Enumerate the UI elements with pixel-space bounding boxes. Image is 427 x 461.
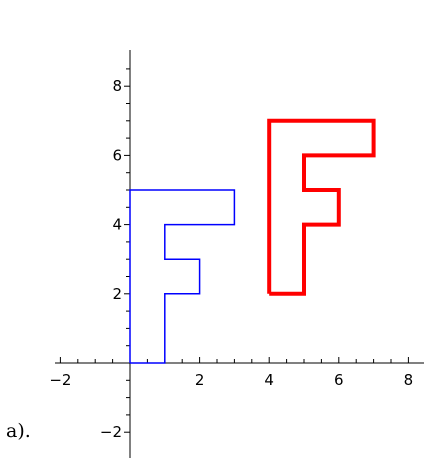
tick-labels: −2 2 4 6 8 −2 2 4 6 8: [49, 77, 413, 441]
x-tick-label: 4: [264, 371, 274, 389]
y-tick-label: −2: [100, 423, 122, 441]
y-tick-label: 6: [112, 146, 122, 164]
x-tick-label: −2: [49, 371, 71, 389]
axis-ticks: [59, 68, 409, 433]
x-tick-label: 2: [195, 371, 205, 389]
blue-f-shape: [129, 189, 236, 364]
x-tick-label: 6: [334, 371, 344, 389]
axes: [55, 50, 424, 458]
f-shapes: [129, 118, 376, 364]
y-tick-label: 2: [112, 285, 122, 303]
y-tick-label: 8: [112, 77, 122, 95]
figure-caption: a).: [6, 420, 31, 442]
y-tick-label: 4: [112, 216, 122, 234]
x-tick-label: 8: [404, 371, 414, 389]
red-f-shape: [267, 118, 376, 296]
